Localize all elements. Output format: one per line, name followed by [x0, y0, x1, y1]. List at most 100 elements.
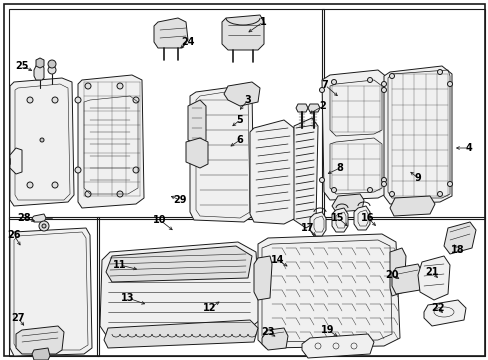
Text: 15: 15 — [330, 213, 344, 223]
Polygon shape — [106, 246, 251, 282]
Polygon shape — [249, 120, 295, 224]
Bar — [9, 217, 99, 356]
Polygon shape — [10, 148, 22, 174]
Circle shape — [52, 97, 58, 103]
Polygon shape — [389, 248, 405, 296]
Polygon shape — [293, 118, 317, 228]
Circle shape — [117, 191, 123, 197]
Circle shape — [48, 66, 56, 74]
Text: 25: 25 — [15, 61, 29, 71]
Polygon shape — [36, 58, 44, 68]
Polygon shape — [389, 196, 434, 216]
Text: 23: 23 — [261, 327, 274, 337]
Circle shape — [40, 138, 44, 142]
Text: 11: 11 — [113, 260, 126, 270]
Circle shape — [447, 81, 451, 86]
Text: 12: 12 — [203, 303, 216, 313]
Circle shape — [75, 167, 81, 173]
Circle shape — [381, 181, 386, 186]
Text: 20: 20 — [385, 270, 398, 280]
Text: 9: 9 — [414, 173, 421, 183]
Polygon shape — [258, 234, 399, 348]
Polygon shape — [417, 256, 449, 300]
Text: 26: 26 — [7, 230, 20, 240]
Polygon shape — [10, 228, 92, 356]
Bar — [97, 217, 484, 356]
Circle shape — [117, 83, 123, 89]
Polygon shape — [302, 334, 373, 358]
Circle shape — [85, 191, 91, 197]
Circle shape — [319, 177, 324, 183]
Polygon shape — [331, 208, 347, 232]
Polygon shape — [185, 138, 207, 168]
Text: 8: 8 — [336, 163, 343, 173]
Circle shape — [381, 81, 386, 86]
Polygon shape — [32, 348, 50, 360]
Bar — [321, 9, 484, 219]
Text: 27: 27 — [11, 313, 25, 323]
Polygon shape — [353, 206, 369, 230]
Polygon shape — [100, 242, 260, 338]
Polygon shape — [383, 66, 451, 204]
Polygon shape — [187, 100, 205, 146]
Polygon shape — [104, 320, 258, 348]
Text: 6: 6 — [236, 135, 243, 145]
Text: 5: 5 — [236, 115, 243, 125]
Polygon shape — [423, 300, 465, 326]
Circle shape — [381, 177, 386, 183]
Text: 1: 1 — [259, 17, 266, 27]
Text: 16: 16 — [361, 213, 374, 223]
Bar — [9, 9, 324, 219]
Polygon shape — [262, 328, 287, 350]
Polygon shape — [295, 104, 307, 112]
Polygon shape — [253, 256, 271, 300]
Circle shape — [331, 80, 336, 85]
Polygon shape — [222, 15, 264, 50]
Polygon shape — [32, 214, 46, 222]
Circle shape — [52, 182, 58, 188]
Polygon shape — [78, 75, 143, 208]
Polygon shape — [224, 82, 260, 106]
Polygon shape — [16, 326, 64, 354]
Text: 4: 4 — [465, 143, 471, 153]
Text: 7: 7 — [321, 80, 328, 90]
Circle shape — [27, 97, 33, 103]
Text: 28: 28 — [17, 213, 31, 223]
Text: 18: 18 — [450, 245, 464, 255]
Circle shape — [389, 192, 394, 197]
Polygon shape — [321, 70, 389, 200]
Circle shape — [133, 97, 139, 103]
Text: 24: 24 — [181, 37, 194, 47]
Text: 2: 2 — [319, 101, 325, 111]
Text: 22: 22 — [430, 303, 444, 313]
Text: 21: 21 — [425, 267, 438, 277]
Polygon shape — [443, 222, 475, 254]
Circle shape — [133, 167, 139, 173]
Text: 14: 14 — [271, 255, 284, 265]
Circle shape — [389, 73, 394, 78]
Circle shape — [27, 182, 33, 188]
Circle shape — [437, 192, 442, 197]
Circle shape — [319, 87, 324, 93]
Text: 19: 19 — [321, 325, 334, 335]
Polygon shape — [10, 78, 74, 206]
Polygon shape — [309, 212, 325, 236]
Circle shape — [85, 83, 91, 89]
Text: 10: 10 — [153, 215, 166, 225]
Circle shape — [437, 69, 442, 75]
Polygon shape — [190, 86, 253, 222]
Text: 3: 3 — [244, 95, 251, 105]
Circle shape — [367, 188, 372, 193]
Circle shape — [42, 224, 46, 228]
Circle shape — [39, 221, 49, 231]
Circle shape — [381, 87, 386, 93]
Circle shape — [331, 188, 336, 193]
Circle shape — [447, 181, 451, 186]
Circle shape — [48, 60, 56, 68]
Text: 13: 13 — [121, 293, 135, 303]
Circle shape — [75, 97, 81, 103]
Polygon shape — [154, 18, 187, 48]
Polygon shape — [331, 194, 363, 212]
Polygon shape — [307, 104, 319, 112]
Circle shape — [367, 77, 372, 82]
